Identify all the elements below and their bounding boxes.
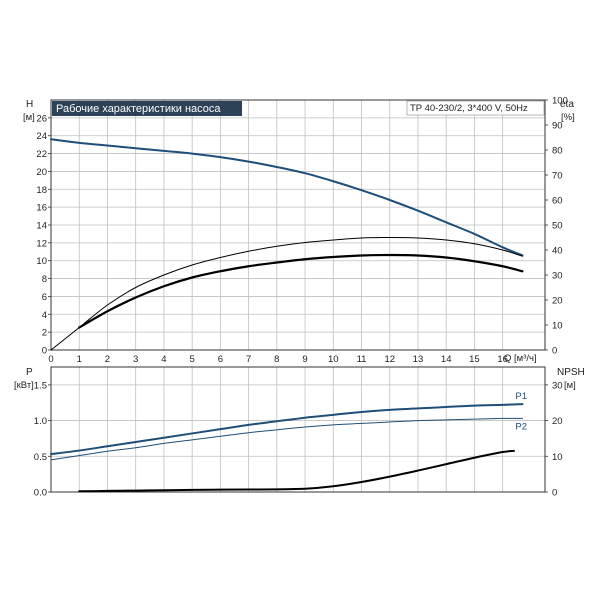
title-box (52, 101, 242, 116)
head-tick-label: 18 (36, 185, 47, 196)
x-tick-label: 8 (274, 354, 279, 365)
head-tick-label: 26 (36, 113, 47, 124)
model-label: TP 40-230/2, 3*400 V, 50Hz (410, 103, 528, 114)
head-tick-label: 20 (36, 167, 47, 178)
flow-axis-unit: Q [м³/ч] (504, 353, 537, 364)
eta-tick-label: 60 (552, 196, 563, 207)
head-tick-label: 4 (42, 310, 47, 321)
head-tick-label: 10 (36, 256, 47, 267)
eta-tick-label: 50 (552, 221, 563, 232)
x-tick-label: 15 (469, 354, 480, 365)
eta-thin-curve (50, 237, 523, 351)
npsh-axis-unit: [м] (564, 380, 576, 391)
power-tick-label: 0.5 (34, 452, 47, 463)
p2-series-label: P2 (515, 421, 527, 432)
eta-axis-label: eta (560, 99, 574, 110)
x-tick-label: 16 (497, 354, 508, 365)
x-tick-label: 11 (357, 354, 367, 365)
eta-tick-label: 40 (552, 246, 563, 257)
head-axis-unit: [м] (23, 112, 35, 123)
x-tick-label: 2 (105, 354, 110, 365)
x-tick-label: 6 (218, 354, 223, 365)
x-tick-label: 5 (189, 354, 194, 365)
x-tick-label: 3 (133, 354, 138, 365)
power-tick-label: 1.5 (34, 380, 47, 391)
eta-axis-unit: [%] (561, 112, 575, 123)
power-axis-label: P (26, 367, 33, 378)
head-tick-label: 14 (36, 221, 47, 232)
eta-tick-label: 0 (552, 346, 557, 357)
top-curves (50, 138, 524, 351)
head-tick-label: 16 (36, 203, 47, 214)
head-tick-label: 24 (36, 131, 47, 142)
x-tick-label: 13 (413, 354, 424, 365)
head-tick-label: 0 (42, 346, 47, 357)
npsh-tick-label: 0 (552, 488, 557, 499)
x-tick-label: 1 (77, 354, 82, 365)
head-tick-label: 6 (42, 292, 47, 303)
eta-tick-label: 10 (552, 321, 563, 332)
x-tick-label: 4 (161, 354, 166, 365)
head-tick-label: 2 (42, 328, 47, 339)
npsh-axis-label: NPSH (557, 367, 585, 378)
eta-tick-label: 30 (552, 271, 563, 282)
head-axis-label: H (26, 99, 33, 110)
bottom-tick-labels: 0.0 0.5 1.0 1.5 0 10 20 30 (34, 380, 563, 498)
eta-thick-curve (78, 253, 524, 329)
x-tick-label: 7 (246, 354, 251, 365)
eta-tick-label: 20 (552, 296, 563, 307)
x-tick-label: 9 (302, 354, 307, 365)
p2-curve (50, 417, 523, 461)
eta-tick-label: 100 (552, 96, 568, 107)
head-tick-label: 22 (36, 149, 47, 160)
top-grid (51, 100, 545, 350)
p1-curve (50, 403, 524, 456)
x-tick-label: 10 (328, 354, 339, 365)
bottom-curves: P1 P2 (50, 391, 527, 493)
model-box (406, 100, 545, 116)
power-tick-label: 0.0 (34, 488, 47, 499)
npsh-tick-label: 20 (552, 416, 563, 427)
head-curve (50, 138, 524, 257)
x-tick-label: 14 (441, 354, 452, 365)
power-axis-unit: [кВт] (14, 380, 34, 391)
eta-tick-label: 80 (552, 146, 563, 157)
top-tick-labels: 0 1 2 3 4 5 6 7 8 9 10 11 12 13 14 15 160246810121416182… (36, 96, 567, 366)
eta-tick-label: 70 (552, 171, 563, 182)
eta-tick-label: 90 (552, 121, 563, 132)
npsh-tick-label: 10 (552, 452, 563, 463)
bottom-grid (51, 367, 545, 492)
bottom-plot-frame (50, 366, 546, 493)
npsh-tick-label: 30 (552, 380, 563, 391)
head-tick-label: 12 (36, 238, 47, 249)
npsh-curve (78, 449, 515, 493)
x-tick-label: 12 (384, 354, 395, 365)
power-tick-label: 1.0 (34, 416, 47, 427)
p1-series-label: P1 (515, 391, 527, 402)
head-tick-label: 8 (42, 274, 47, 285)
x-tick-label: 0 (48, 354, 53, 365)
chart-title: Рабочие характеристики насоса (56, 103, 221, 115)
